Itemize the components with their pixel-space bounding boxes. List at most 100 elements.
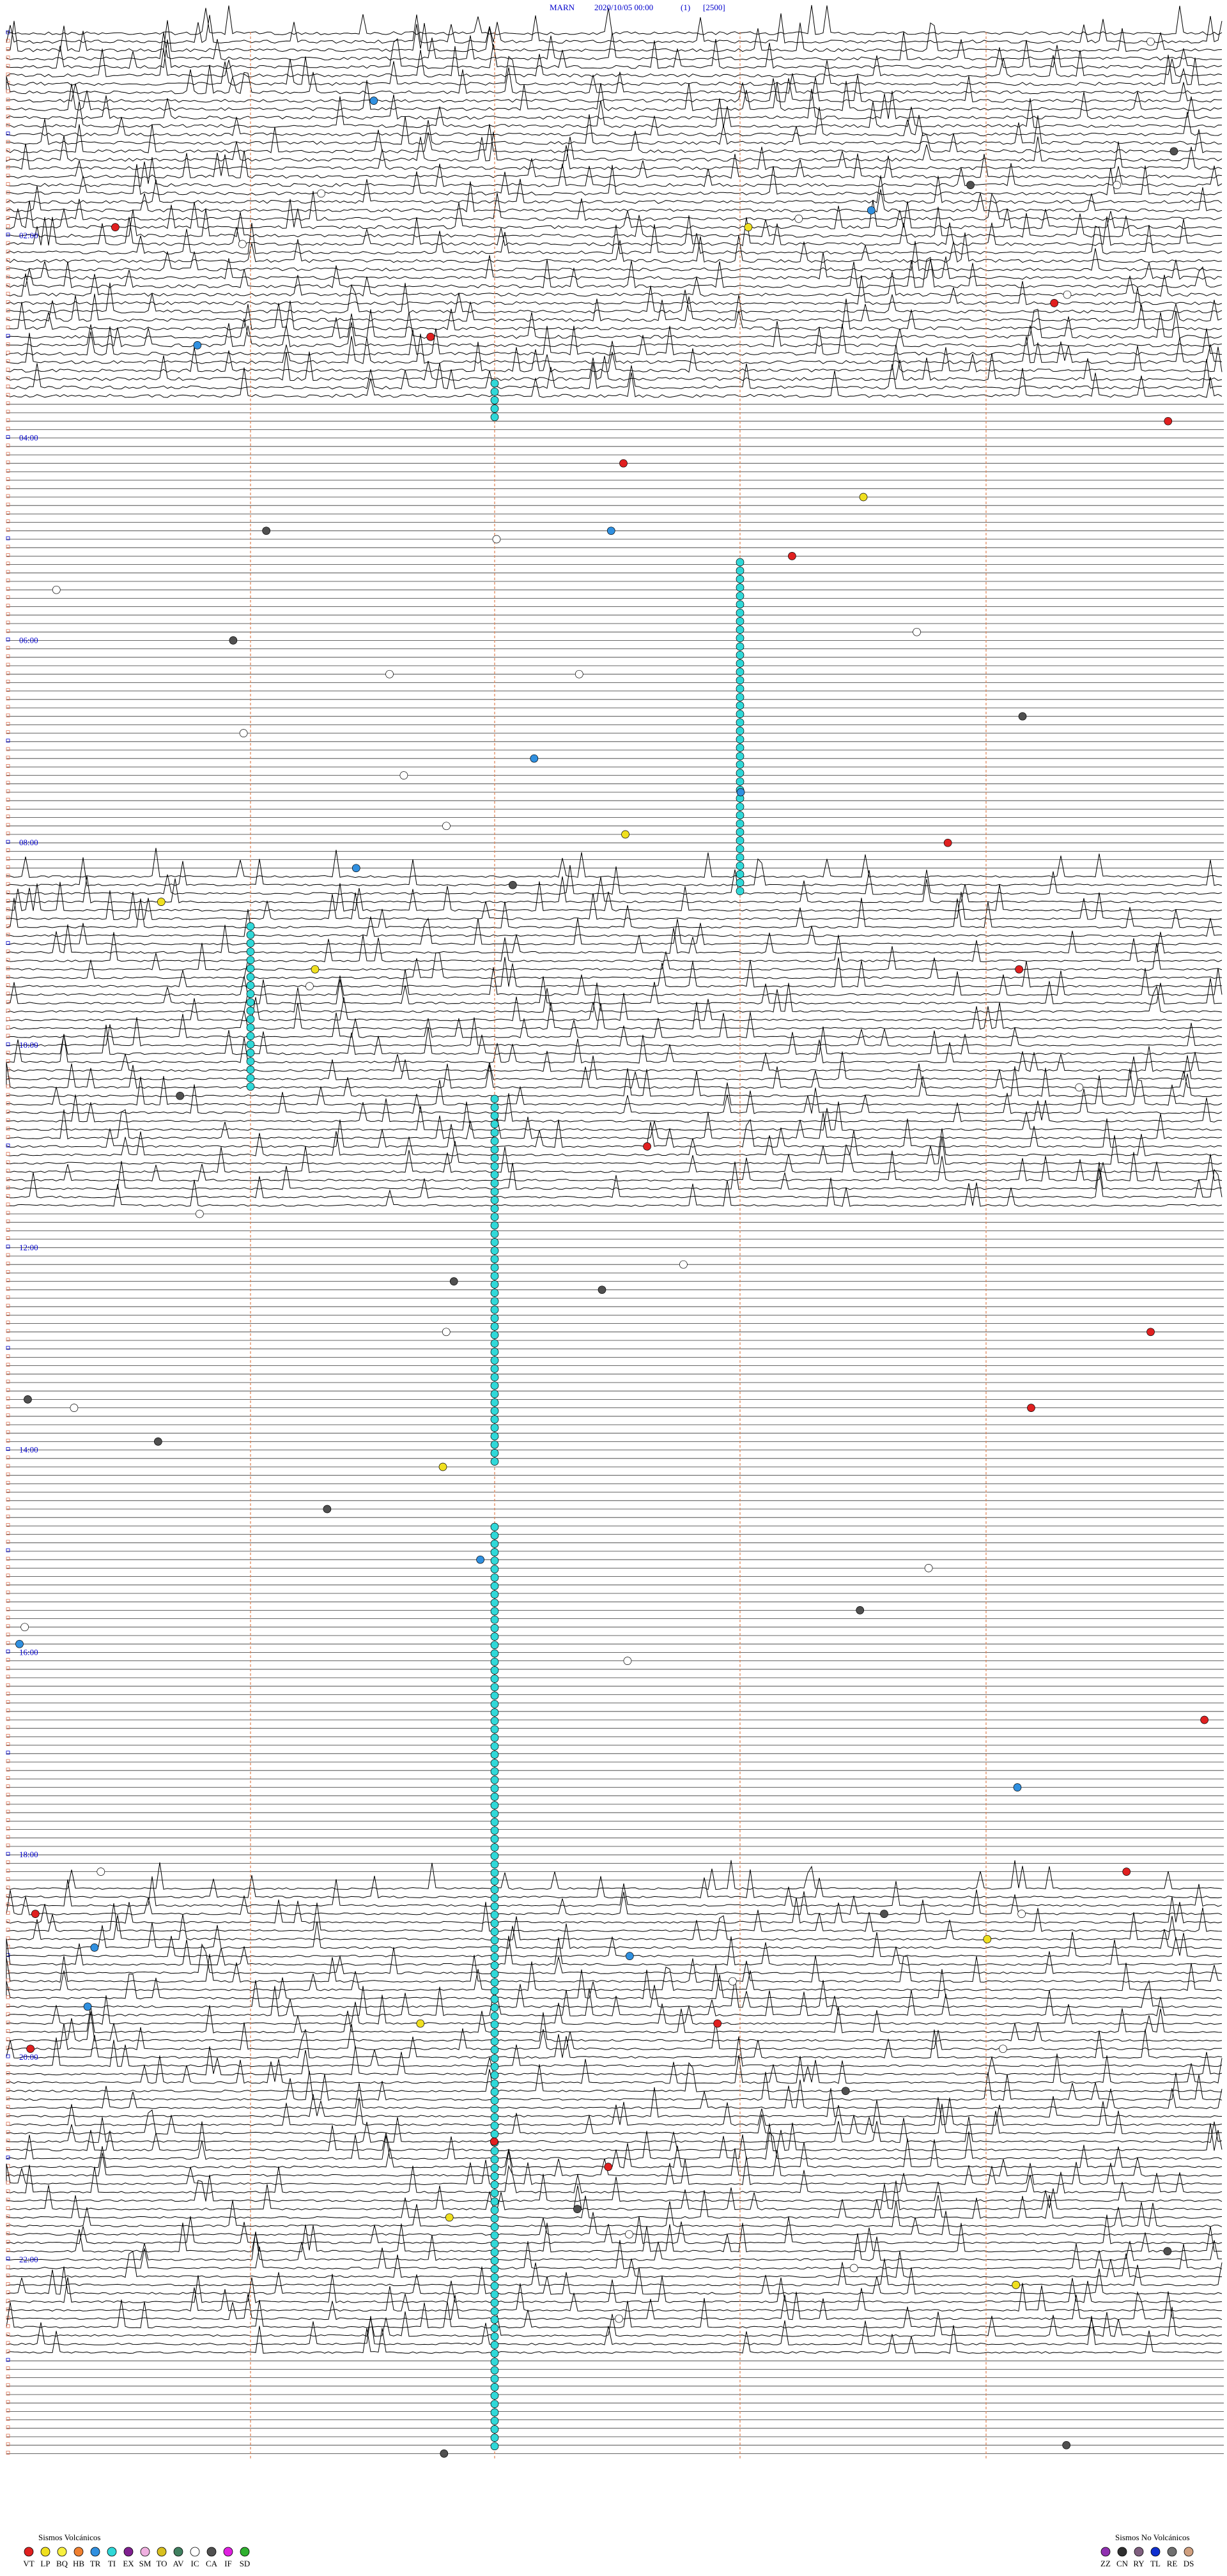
event-marker — [490, 1415, 499, 1423]
event-marker — [246, 1015, 255, 1023]
legend-code: TO — [156, 2559, 167, 2568]
trace — [6, 2315, 1223, 2345]
line-marker — [6, 1363, 10, 1367]
event-marker — [736, 659, 745, 668]
line-marker — [6, 2071, 10, 2075]
line-marker — [6, 1894, 10, 1898]
trace — [6, 2148, 1223, 2177]
event-marker — [246, 947, 255, 956]
trace — [6, 2214, 1223, 2244]
trace — [6, 1896, 1223, 1924]
trace — [6, 252, 1223, 280]
trace — [6, 1961, 1223, 1991]
event-marker — [856, 1606, 865, 1614]
trace — [6, 1084, 1223, 1114]
event-marker — [490, 2324, 499, 2333]
trace — [6, 982, 1223, 1013]
event-marker — [490, 413, 499, 422]
event-marker — [15, 1639, 24, 1648]
event-marker — [246, 1074, 255, 1082]
line-marker — [6, 671, 10, 675]
line-marker — [6, 992, 10, 996]
trace — [6, 2306, 1223, 2337]
legend-code: CA — [206, 2559, 218, 2568]
line-marker — [6, 983, 10, 987]
line-marker — [6, 1008, 10, 1013]
event-marker — [490, 1952, 499, 1961]
event-marker — [490, 1582, 499, 1590]
line-marker — [6, 325, 10, 330]
event-marker — [736, 887, 745, 896]
event-marker — [490, 2374, 499, 2383]
line-marker — [6, 2425, 10, 2430]
line-marker — [6, 646, 10, 650]
line-marker — [6, 2197, 10, 2202]
legend-swatch — [173, 2547, 183, 2557]
event-marker — [736, 600, 745, 609]
trace — [6, 1150, 1223, 1182]
event-marker — [490, 1751, 499, 1759]
line-marker — [6, 1110, 10, 1114]
event-marker — [1146, 1328, 1155, 1337]
trace — [6, 367, 1223, 398]
event-marker — [867, 206, 876, 215]
event-marker — [490, 2062, 499, 2071]
line-marker — [6, 1405, 10, 1409]
event-marker — [849, 2264, 858, 2273]
event-marker — [490, 1548, 499, 1556]
line-marker — [6, 789, 10, 793]
line-marker — [6, 1177, 10, 1181]
legend-swatch — [1117, 2547, 1127, 2557]
station: MARN — [550, 3, 575, 12]
event-marker — [490, 1944, 499, 1953]
line-marker — [6, 1000, 10, 1004]
legend-code: AV — [173, 2559, 184, 2568]
line-marker — [6, 1540, 10, 1544]
line-marker — [6, 1928, 10, 1932]
line-marker — [6, 1666, 10, 1671]
event-marker — [623, 1657, 632, 1665]
trace — [6, 2087, 1223, 2118]
event-marker — [90, 1943, 99, 1952]
event-marker — [426, 332, 435, 341]
line-marker — [6, 443, 10, 448]
event-marker — [490, 1145, 499, 1154]
event-marker — [490, 1936, 499, 1945]
legend-code: SM — [139, 2559, 151, 2568]
trace — [6, 1876, 1223, 1907]
legend-code: VT — [23, 2559, 34, 2568]
event-marker — [490, 1347, 499, 1356]
line-marker — [6, 309, 10, 313]
line-marker — [6, 2214, 10, 2219]
event-marker — [490, 2020, 499, 2029]
trace — [6, 1101, 1223, 1131]
trace — [6, 967, 1223, 996]
event-marker — [490, 1573, 499, 1582]
line-marker — [6, 486, 10, 490]
trace — [6, 150, 1223, 179]
line-marker — [6, 1084, 10, 1089]
line-marker — [6, 334, 10, 338]
event-marker — [416, 2019, 425, 2028]
event-marker — [490, 1457, 499, 1466]
event-marker — [736, 718, 745, 727]
line-marker — [6, 157, 10, 161]
event-marker — [490, 2155, 499, 2164]
event-marker — [943, 838, 952, 847]
trace — [6, 2021, 1223, 2050]
line-marker — [6, 924, 10, 928]
event-marker — [736, 684, 745, 693]
line-marker — [6, 815, 10, 818]
line-marker — [6, 2062, 10, 2067]
event-marker — [490, 1885, 499, 1894]
event-marker — [490, 1598, 499, 1607]
event-marker — [1027, 1404, 1035, 1412]
event-marker — [490, 1607, 499, 1616]
event-marker — [246, 956, 255, 965]
trace — [6, 20, 1223, 52]
trace — [6, 956, 1223, 988]
line-marker — [6, 2391, 10, 2396]
trace — [6, 241, 1223, 272]
event-marker — [490, 1995, 499, 2004]
event-marker — [490, 1894, 499, 1903]
